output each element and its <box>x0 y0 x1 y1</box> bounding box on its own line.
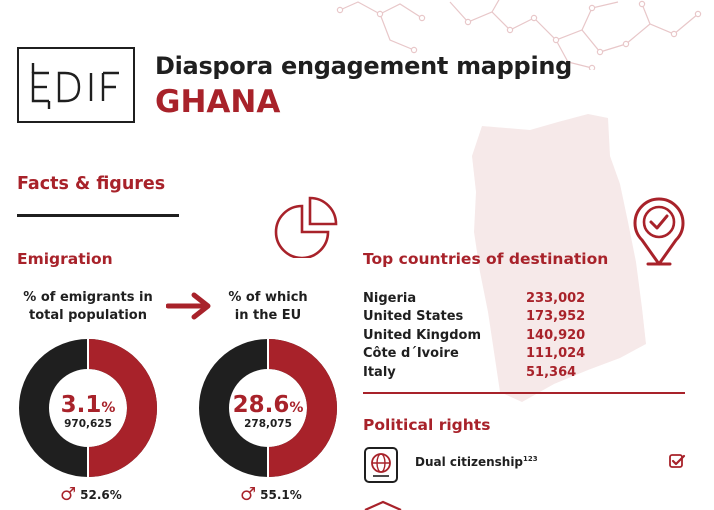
male-icon: ♂ <box>60 484 77 505</box>
eu-donut-center: 28.6% 278,075 <box>198 392 338 430</box>
decorative-network <box>336 0 702 70</box>
list-item: United Kingdom 140,920 <box>363 326 593 345</box>
page-title: Diaspora engagement mapping <box>155 52 573 80</box>
list-item: United States 173,952 <box>363 308 593 327</box>
location-check-icon <box>633 197 685 266</box>
emigrants-male-share: ♂ 52.6% <box>60 484 122 505</box>
emigrants-male-percent: 52.6% <box>80 487 122 502</box>
emigrants-count: 970,625 <box>64 418 112 430</box>
dual-citizenship-ref: 123 <box>523 455 538 463</box>
destination-country: Côte d´Ivoire <box>363 346 459 362</box>
destination-country: Italy <box>363 364 396 380</box>
destination-country: United States <box>363 309 464 325</box>
destinations-heading: Top countries of destination <box>363 250 609 268</box>
percent-sign: % <box>101 400 116 416</box>
emigrants-donut-center: 3.1% 970,625 <box>18 392 158 430</box>
facts-divider <box>17 214 179 217</box>
eu-caption-line1: % of which <box>228 290 308 305</box>
eu-donut <box>199 338 337 478</box>
male-icon: ♂ <box>240 484 257 505</box>
ghana-map <box>472 114 646 402</box>
facts-heading: Facts & figures <box>17 174 166 194</box>
eu-male-percent: 55.1% <box>260 487 302 502</box>
passport-icon <box>364 447 398 483</box>
arrow-right-icon <box>166 292 211 320</box>
destination-country: Nigeria <box>363 290 417 306</box>
emigrants-caption: % of emigrants in total population <box>20 289 156 325</box>
eu-count: 278,075 <box>244 418 292 430</box>
eu-percent: 28.6 <box>232 392 290 418</box>
eu-caption-line2: in the EU <box>234 308 302 323</box>
list-item: Italy 51,364 <box>363 363 593 382</box>
emigrants-percent: 3.1 <box>60 392 102 418</box>
destination-country: United Kingdom <box>363 327 482 343</box>
percent-sign: % <box>289 400 304 416</box>
destinations-divider <box>363 392 685 394</box>
eudif-logo <box>17 47 135 123</box>
dual-citizenship-text: Dual citizenship <box>415 455 524 469</box>
list-item: Côte d´Ivoire 111,024 <box>363 345 593 364</box>
eu-caption: % of which in the EU <box>198 289 338 325</box>
country-title: GHANA <box>155 84 281 120</box>
eu-male-share: ♂ 55.1% <box>240 484 302 505</box>
destination-value: 140,920 <box>526 327 586 343</box>
destination-value: 51,364 <box>526 364 577 380</box>
list-item: Nigeria 233,002 <box>363 289 593 308</box>
destination-value: 173,952 <box>526 309 586 325</box>
political-rights-heading: Political rights <box>363 416 491 434</box>
destination-value: 111,024 <box>526 346 586 362</box>
emigrants-donut <box>19 338 157 478</box>
emigrants-caption-line1: % of emigrants in <box>23 290 153 305</box>
vote-icon <box>364 500 402 510</box>
emigrants-caption-line2: total population <box>29 308 147 323</box>
pie-chart-icon <box>274 196 338 258</box>
emigration-heading: Emigration <box>17 250 113 268</box>
dual-citizenship-label: Dual citizenship123 <box>415 455 538 469</box>
destination-value: 233,002 <box>526 290 586 306</box>
checkbox-checked-icon <box>669 454 686 468</box>
destinations-list: Nigeria 233,002 United States 173,952 Unit… <box>363 289 593 382</box>
